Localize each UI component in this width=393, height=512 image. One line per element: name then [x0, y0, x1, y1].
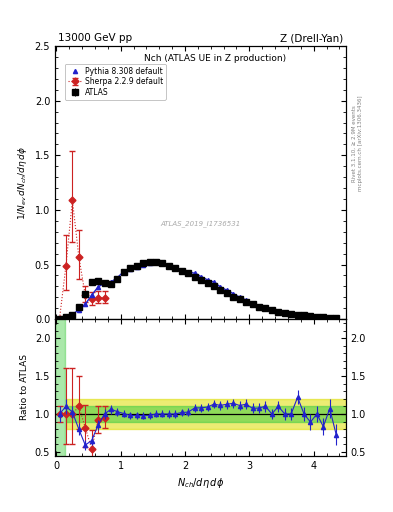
Pythia 8.308 default: [199, 273, 204, 280]
Y-axis label: $1/N_{ev}\,dN_{ch}/d\eta\,d\phi$: $1/N_{ev}\,dN_{ch}/d\eta\,d\phi$: [16, 145, 29, 220]
Pythia 8.308 default: [186, 269, 191, 275]
Text: 13000 GeV pp: 13000 GeV pp: [58, 33, 132, 44]
Pythia 8.308 default: [141, 262, 145, 268]
Pythia 8.308 default: [218, 284, 223, 290]
Pythia 8.308 default: [108, 279, 113, 285]
Pythia 8.308 default: [211, 279, 216, 285]
Pythia 8.308 default: [237, 294, 242, 301]
Pythia 8.308 default: [160, 261, 165, 267]
Text: Z (Drell-Yan): Z (Drell-Yan): [280, 33, 343, 44]
Pythia 8.308 default: [244, 297, 248, 303]
Pythia 8.308 default: [154, 259, 158, 265]
Pythia 8.308 default: [102, 280, 107, 286]
Pythia 8.308 default: [205, 277, 210, 283]
Pythia 8.308 default: [134, 264, 139, 270]
Pythia 8.308 default: [289, 311, 294, 317]
Pythia 8.308 default: [64, 314, 68, 320]
Pythia 8.308 default: [96, 284, 101, 290]
X-axis label: $N_{ch}/d\eta\,d\phi$: $N_{ch}/d\eta\,d\phi$: [177, 476, 224, 490]
Text: Nch (ATLAS UE in Z production): Nch (ATLAS UE in Z production): [144, 54, 286, 63]
Pythia 8.308 default: [250, 300, 255, 306]
Pythia 8.308 default: [83, 301, 88, 307]
Pythia 8.308 default: [334, 315, 338, 322]
Pythia 8.308 default: [128, 266, 133, 272]
Pythia 8.308 default: [314, 313, 319, 319]
Pythia 8.308 default: [308, 313, 313, 319]
Pythia 8.308 default: [70, 312, 75, 318]
Pythia 8.308 default: [327, 314, 332, 321]
Pythia 8.308 default: [295, 311, 300, 317]
Pythia 8.308 default: [224, 287, 229, 293]
Pythia 8.308 default: [257, 303, 261, 309]
Pythia 8.308 default: [173, 265, 178, 271]
Pythia 8.308 default: [321, 314, 326, 321]
Pythia 8.308 default: [57, 315, 62, 322]
Pythia 8.308 default: [89, 292, 94, 298]
Pythia 8.308 default: [192, 270, 197, 276]
Line: Pythia 8.308 default: Pythia 8.308 default: [57, 260, 338, 321]
Y-axis label: Ratio to ATLAS: Ratio to ATLAS: [20, 354, 29, 420]
Pythia 8.308 default: [147, 261, 152, 267]
Text: mcplots.cern.ch [arXiv:1306.3436]: mcplots.cern.ch [arXiv:1306.3436]: [358, 96, 363, 191]
Pythia 8.308 default: [121, 268, 126, 274]
Text: Rivet 3.1.10, ≥ 2.9M events: Rivet 3.1.10, ≥ 2.9M events: [352, 105, 357, 182]
Pythia 8.308 default: [276, 308, 281, 314]
Pythia 8.308 default: [302, 312, 307, 318]
Pythia 8.308 default: [180, 267, 184, 273]
Pythia 8.308 default: [231, 290, 235, 296]
Pythia 8.308 default: [167, 263, 171, 269]
Legend: Pythia 8.308 default, Sherpa 2.2.9 default, ATLAS: Pythia 8.308 default, Sherpa 2.2.9 defau…: [65, 63, 166, 100]
Pythia 8.308 default: [270, 307, 274, 313]
Text: ATLAS_2019_I1736531: ATLAS_2019_I1736531: [160, 220, 241, 227]
Pythia 8.308 default: [282, 310, 287, 316]
Pythia 8.308 default: [77, 307, 81, 313]
Pythia 8.308 default: [115, 274, 120, 281]
Pythia 8.308 default: [263, 304, 268, 310]
